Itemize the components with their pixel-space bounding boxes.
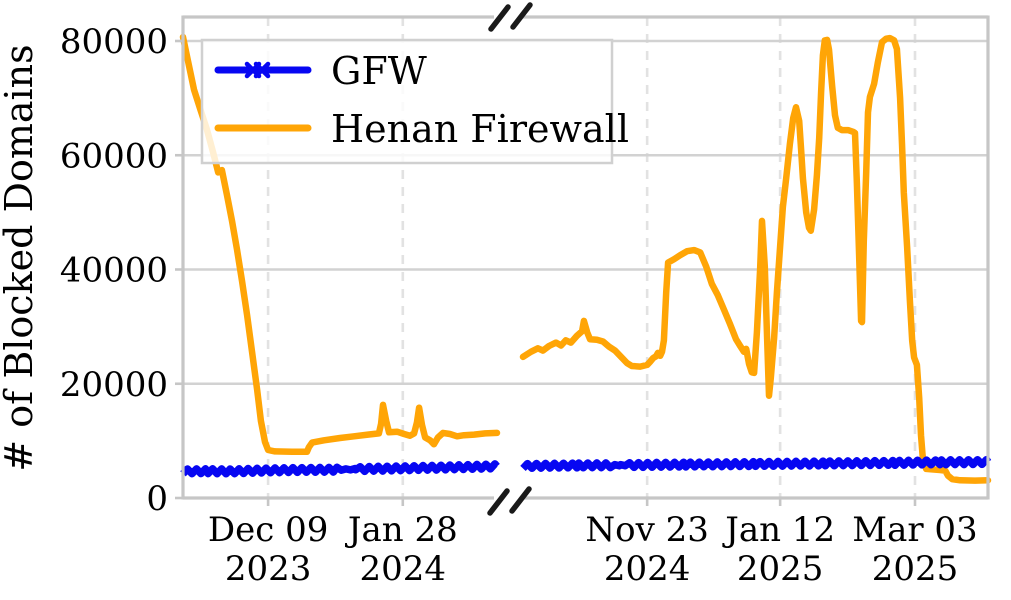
x-tick-label-year: 2025 [737, 549, 824, 589]
axes-frame [181, 15, 990, 500]
gfw-line [180, 460, 500, 478]
x-tick-label-year: 2024 [360, 549, 447, 589]
y-tick-label: 40000 [60, 251, 168, 291]
tick-marks [175, 39, 917, 506]
axis-break-slash [487, 488, 510, 516]
x-tick-label-date: Mar 03 [852, 510, 977, 550]
y-tick-label: 80000 [60, 22, 168, 62]
y-tick-label: 0 [146, 479, 168, 519]
x-tick-label-date: Nov 23 [585, 510, 709, 550]
henan-firewall-line [519, 34, 992, 484]
y-tick-label: 20000 [60, 365, 168, 405]
x-tick-label-date: Dec 09 [208, 510, 329, 550]
y-tick-labels: 0 20000 40000 60000 80000 [60, 22, 168, 519]
axis-break-slash [510, 2, 533, 30]
x-marker-icon [253, 61, 271, 79]
x-tick-label-year: 2025 [872, 549, 959, 589]
series-lines [179, 33, 992, 484]
legend-label: Henan Firewall [331, 107, 629, 151]
x-tick-label-date: Jan 28 [345, 510, 458, 550]
y-tick-label: 60000 [60, 136, 168, 176]
gfw-line [520, 455, 992, 473]
x-tick-label-date: Jan 12 [722, 510, 835, 550]
henan-firewall-line [179, 33, 501, 455]
x-tick-label-year: 2023 [225, 549, 312, 589]
legend: GFW Henan Firewall [200, 38, 629, 165]
axis-break-marks [487, 2, 533, 516]
x-tick-label-year: 2024 [604, 549, 691, 589]
axis-break-slash [509, 486, 532, 514]
legend-label: GFW [331, 49, 427, 93]
y-axis-label: # of Blocked Domains [0, 44, 41, 471]
axis-break-slash [488, 4, 511, 32]
legend-box [200, 38, 614, 165]
